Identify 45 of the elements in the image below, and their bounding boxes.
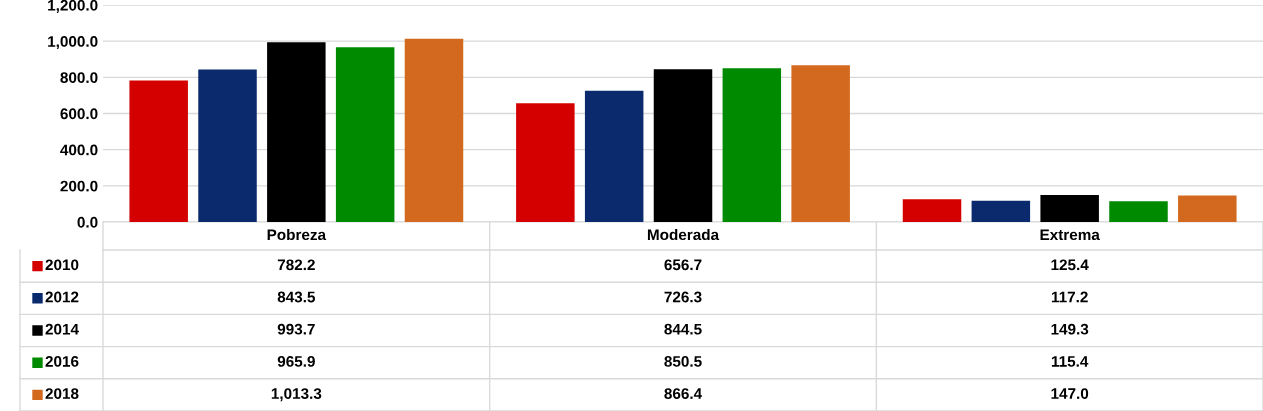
data-label: 843.5 (277, 291, 316, 303)
bar (516, 103, 575, 222)
bar (902, 199, 962, 222)
bar (971, 200, 1031, 222)
legend-label: 2018 (45, 388, 79, 399)
bar (1040, 195, 1099, 222)
bar (653, 69, 713, 222)
bar (584, 90, 644, 222)
legend-label: 2012 (45, 291, 79, 303)
y-tick-label: 1,200.0 (48, 0, 98, 13)
y-tick-label: 800.0 (60, 72, 98, 84)
data-label: 147.0 (1051, 388, 1089, 399)
data-label: 1,013.3 (271, 388, 322, 402)
x-tick-label: Moderada (647, 228, 720, 241)
data-label: 125.4 (1051, 259, 1089, 271)
bar (129, 80, 188, 222)
data-label: 866.4 (664, 388, 703, 399)
bar (198, 69, 257, 222)
x-tick-label: Extrema (1040, 229, 1100, 241)
data-label: 117.2 (1051, 291, 1088, 303)
data-label: 850.5 (664, 355, 702, 367)
x-tick-label: Pobreza (267, 228, 327, 241)
data-label: 993.7 (277, 323, 315, 335)
legend-label: 2010 (45, 259, 79, 271)
legend-label: 2016 (45, 355, 79, 367)
data-label: 656.7 (664, 259, 702, 271)
bar (1178, 195, 1237, 222)
legend-label: 2014 (45, 323, 79, 335)
y-tick-label: 200.0 (60, 180, 98, 192)
bar (335, 47, 395, 222)
y-tick-label: 600.0 (60, 108, 98, 120)
data-label: 844.5 (664, 323, 702, 335)
data-label: 726.3 (664, 291, 702, 303)
y-tick-label: 0.0 (77, 216, 98, 228)
data-label: 115.4 (1051, 356, 1089, 367)
y-tick-label: 400.0 (60, 144, 98, 156)
bar (791, 65, 850, 222)
data-label: 782.2 (277, 259, 315, 271)
bar (1109, 201, 1168, 222)
bar (267, 42, 326, 222)
y-tick-label: 1,000.0 (48, 36, 98, 50)
bar (722, 68, 782, 222)
data-label: 965.9 (277, 355, 315, 367)
data-label: 149.3 (1051, 323, 1089, 335)
bar (404, 38, 464, 222)
